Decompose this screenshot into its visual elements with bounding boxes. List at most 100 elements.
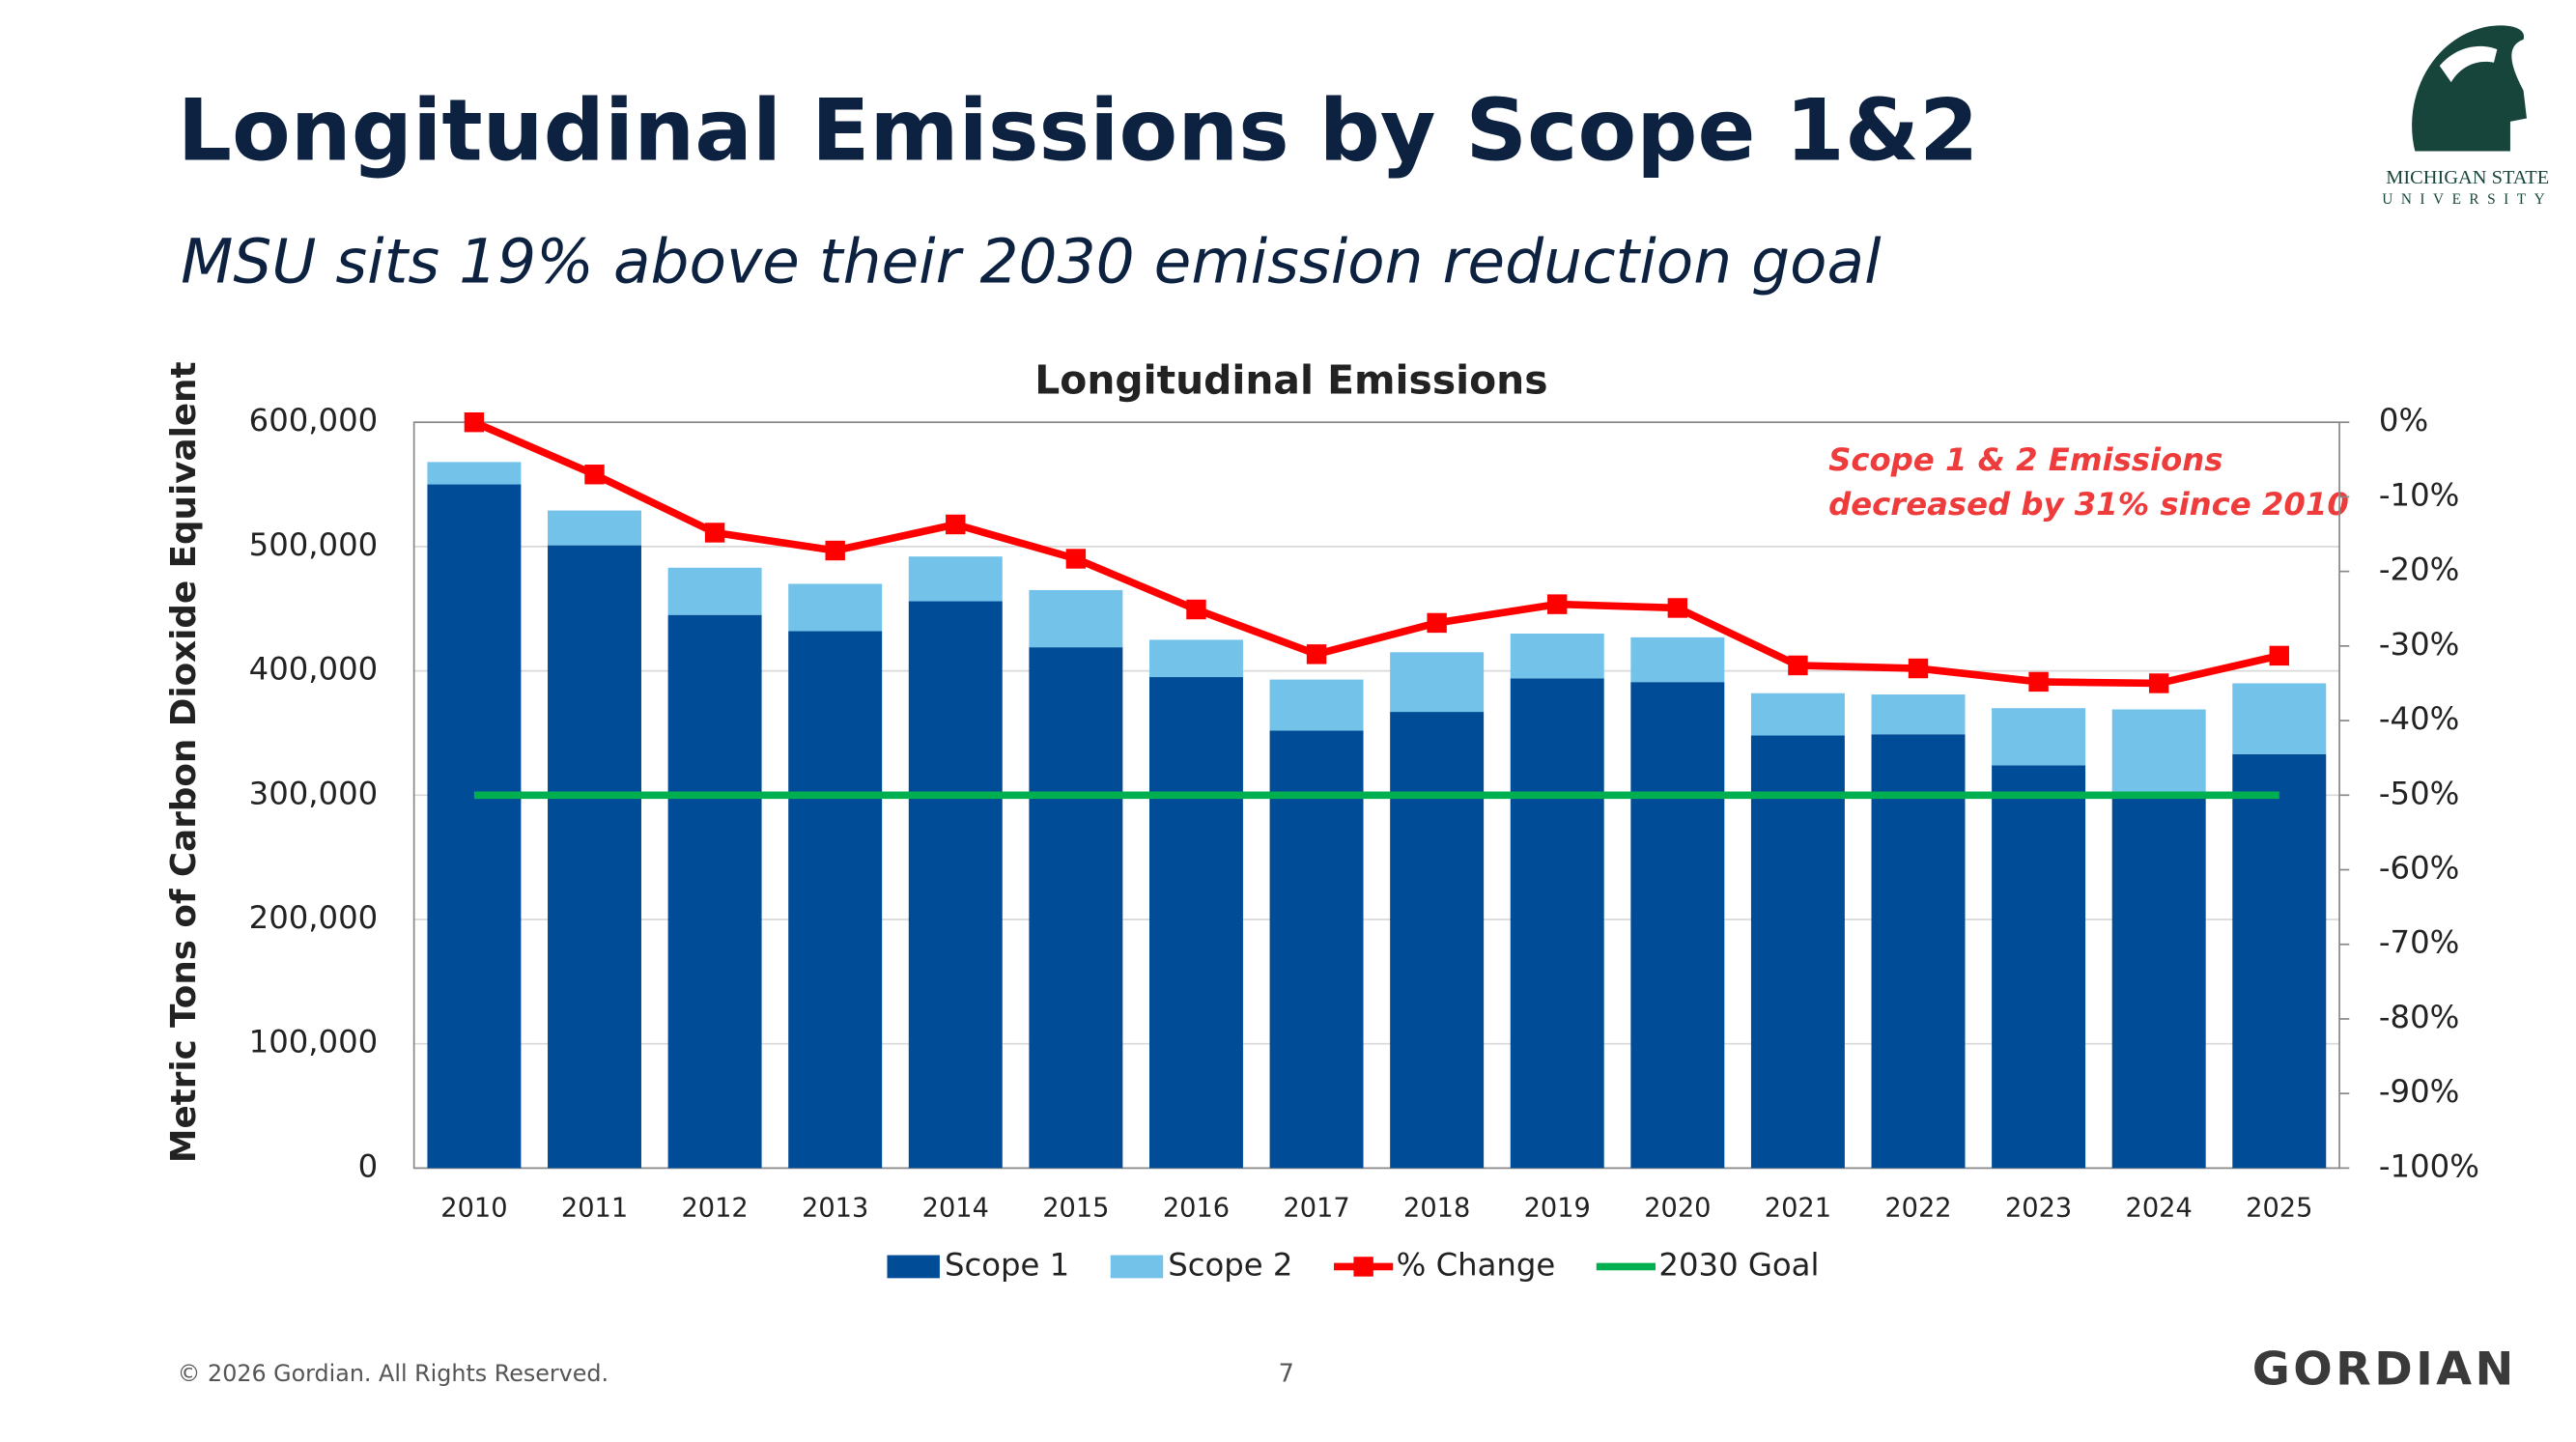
bar xyxy=(1390,712,1485,1169)
bar xyxy=(1871,734,1966,1169)
x-tick-label: 2024 xyxy=(2126,1193,2193,1223)
bar xyxy=(1269,730,1364,1169)
legend-swatch xyxy=(887,1255,940,1279)
bar xyxy=(427,462,522,485)
logo-text: UNIVERSITY xyxy=(2382,191,2553,208)
line-marker xyxy=(2269,645,2289,666)
x-tick-label: 2011 xyxy=(561,1193,628,1223)
line-marker xyxy=(704,523,725,543)
x-tick-label: 2023 xyxy=(2005,1193,2072,1223)
y-tick-label: 500,000 xyxy=(249,526,379,563)
x-tick-label: 2012 xyxy=(681,1193,748,1223)
bar xyxy=(1029,647,1123,1169)
slide-subtitle: MSU sits 19% above their 2030 emission r… xyxy=(181,227,1882,297)
y-tick-label: 0 xyxy=(358,1147,379,1184)
y2-tick-label: -100% xyxy=(2379,1147,2479,1184)
line-marker xyxy=(825,540,845,561)
y2-tick-label: 0% xyxy=(2379,402,2428,438)
line-marker xyxy=(2148,673,2169,693)
bar xyxy=(908,601,1003,1169)
line-marker xyxy=(1427,612,1447,634)
bar xyxy=(1510,678,1604,1169)
x-tick-label: 2018 xyxy=(1403,1193,1470,1223)
line-marker xyxy=(1186,599,1206,620)
bar xyxy=(908,556,1003,602)
x-tick-label: 2019 xyxy=(1524,1193,1591,1223)
y2-tick-label: -20% xyxy=(2379,551,2459,588)
y2-tick-label: -40% xyxy=(2379,700,2459,737)
page-number: 7 xyxy=(1279,1360,1294,1389)
bar xyxy=(548,545,641,1169)
y-tick-label: 200,000 xyxy=(249,899,379,936)
x-tick-label: 2022 xyxy=(1884,1193,1951,1223)
y2-tick-label: -30% xyxy=(2379,626,2459,663)
line-marker xyxy=(1065,549,1087,569)
bar xyxy=(667,614,762,1169)
x-tick-label: 2016 xyxy=(1163,1193,1230,1223)
line-marker xyxy=(1908,658,1929,679)
y2-tick-label: -80% xyxy=(2379,999,2459,1035)
y-axis-title: Metric Tons of Carbon Dioxide Equivalent xyxy=(164,361,204,1163)
annotation: decreased by 31% since 2010 xyxy=(1828,486,2349,523)
msu-logo: MICHIGAN STATE UNIVERSITY xyxy=(2382,25,2553,208)
x-tick-label: 2021 xyxy=(1765,1193,1831,1223)
bar xyxy=(427,484,522,1169)
bar xyxy=(2111,795,2206,1169)
x-tick-label: 2013 xyxy=(802,1193,868,1223)
bar xyxy=(1148,639,1243,678)
x-tick-label: 2015 xyxy=(1042,1193,1109,1223)
line-series xyxy=(472,418,2280,688)
bar xyxy=(2232,683,2327,754)
x-tick-label: 2017 xyxy=(1283,1193,1349,1223)
y-tick-label: 100,000 xyxy=(249,1024,379,1060)
bar xyxy=(1029,589,1123,648)
bar xyxy=(1148,677,1243,1169)
bar xyxy=(1390,652,1485,713)
slide-title: Longitudinal Emissions by Scope 1&2 xyxy=(178,81,1979,181)
line-marker xyxy=(1667,598,1688,618)
brand-logo: GORDIAN xyxy=(2252,1343,2517,1396)
y2-tick-label: -90% xyxy=(2379,1073,2459,1110)
plot-border xyxy=(412,421,2340,1170)
bar xyxy=(1992,708,2086,766)
bar xyxy=(1750,693,1845,736)
line-marker xyxy=(1306,644,1327,664)
y2-tick-label: -60% xyxy=(2379,850,2459,887)
helmet-detail xyxy=(2439,45,2498,83)
bar xyxy=(2111,709,2206,796)
y2-tick-label: -70% xyxy=(2379,924,2459,961)
line-marker xyxy=(1547,594,1568,614)
line-marker xyxy=(464,411,485,433)
bar xyxy=(1992,765,2086,1169)
legend-label: % Change xyxy=(1397,1246,1556,1283)
x-tick-label: 2025 xyxy=(2246,1193,2312,1223)
bar xyxy=(788,631,883,1169)
bar xyxy=(2232,753,2327,1169)
bar xyxy=(788,583,883,632)
bar xyxy=(667,567,762,615)
x-tick-label: 2010 xyxy=(440,1193,507,1223)
legend-label: Scope 2 xyxy=(1168,1246,1292,1283)
line-marker xyxy=(2028,671,2049,693)
y-tick-label: 400,000 xyxy=(249,651,379,688)
legend-label: 2030 Goal xyxy=(1658,1246,1819,1283)
legend-swatch xyxy=(1110,1255,1164,1279)
legend-label: Scope 1 xyxy=(945,1246,1069,1283)
line-marker xyxy=(1788,655,1808,676)
bar xyxy=(1750,735,1845,1169)
x-tick-label: 2014 xyxy=(922,1193,989,1223)
y2-tick-label: -50% xyxy=(2379,775,2459,811)
y-tick-label: 300,000 xyxy=(249,775,379,811)
bar xyxy=(1871,694,1966,735)
footer-copyright: © 2026 Gordian. All Rights Reserved. xyxy=(178,1360,609,1387)
line-marker xyxy=(946,514,966,535)
bar xyxy=(1269,679,1364,731)
bar xyxy=(1630,636,1725,683)
x-tick-label: 2020 xyxy=(1644,1193,1711,1223)
y-tick-label: 600,000 xyxy=(249,402,379,438)
legend-marker xyxy=(1353,1257,1373,1277)
bar xyxy=(1630,682,1725,1169)
annotation: Scope 1 & 2 Emissions xyxy=(1828,441,2222,478)
